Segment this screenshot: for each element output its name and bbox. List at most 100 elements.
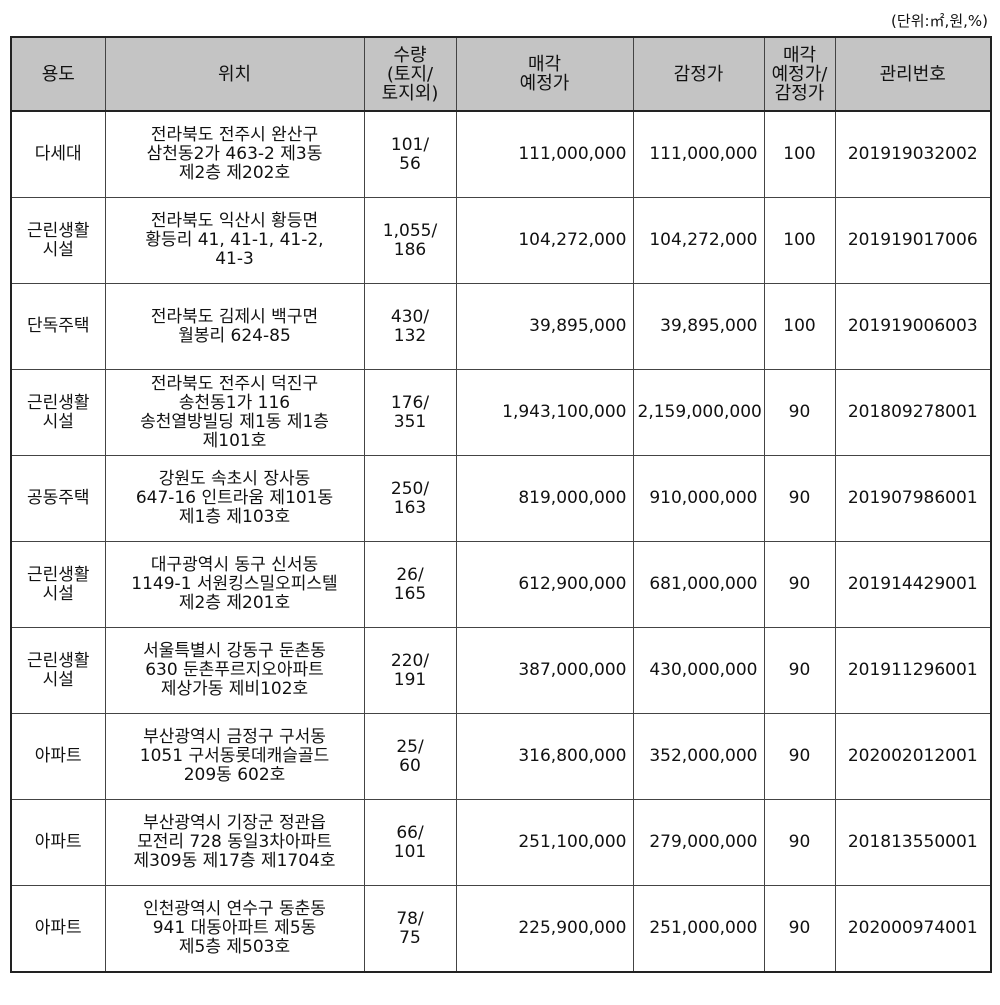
location-cell-line: 941 대동아파트 제5동 — [152, 918, 317, 938]
sale-price-cell: 111,000,000 — [455, 110, 634, 198]
header-ratio: 매각 예정가/감정가 — [763, 36, 836, 112]
management-number-cell: 201919032002 — [834, 110, 992, 198]
ratio-cell: 100 — [763, 197, 836, 284]
location-cell-line: 전라북도 전주시 완산구 — [150, 125, 319, 145]
location-cell-line: 제309동 제17층 제1704호 — [133, 851, 336, 871]
quantity-cell-line: 163 — [393, 497, 427, 518]
use-cell: 단독주택 — [10, 283, 106, 370]
use-cell-line: 시설 — [42, 411, 74, 432]
sale-price-cell: 316,800,000 — [455, 713, 634, 800]
location-cell-line: 황등리 41, 41-1, 41-2, — [145, 230, 324, 250]
location-cell: 전라북도 전주시 완산구 삼천동2가 463-2 제3동 제2층 제202호 — [104, 110, 365, 198]
location-cell: 전라북도 익산시 황등면 황등리 41, 41-1, 41-2, 41-3 — [104, 197, 365, 284]
table-row: 근린생활 시설 대구광역시 동구 신서동 1149-1 서원킹스밀오피스텔 제2층 제2… — [10, 541, 992, 628]
quantity-cell: 176/351 — [363, 369, 457, 456]
management-number-cell: 201919006003 — [834, 283, 992, 370]
quantity-cell: 430/132 — [363, 283, 457, 370]
quantity-cell-line: 220/ — [390, 650, 430, 671]
location-cell-line: 630 둔촌푸르지오아파트 — [145, 660, 324, 680]
use-cell-line: 근린생활 — [26, 392, 90, 413]
property-table: 용도 위치 수량 (토지/토지외) 매각 예정가 감정가 매각 예정가/감정가 관리번호 다세대 전… — [10, 36, 992, 973]
use-cell-line: 시설 — [42, 583, 74, 604]
location-cell-line: 부산광역시 금정구 구서동 — [143, 727, 326, 747]
use-cell-line: 다세대 — [34, 144, 82, 164]
use-cell: 근린생활 시설 — [10, 197, 106, 284]
management-number-cell: 202000974001 — [834, 885, 992, 973]
location-cell-line: 전라북도 익산시 황등면 — [150, 211, 319, 231]
header-location: 위치 — [104, 36, 365, 112]
header-line: 예정가/ — [771, 63, 828, 85]
sale-price-cell: 225,900,000 — [455, 885, 634, 973]
quantity-cell: 1,055/186 — [363, 197, 457, 284]
location-cell-line: 제2층 제201호 — [178, 593, 291, 613]
appraisal-cell: 430,000,000 — [632, 627, 765, 714]
management-number-cell: 201813550001 — [834, 799, 992, 886]
location-cell-line: 부산광역시 기장군 정관읍 — [143, 813, 326, 833]
ratio-cell: 90 — [763, 713, 836, 800]
ratio-cell: 90 — [763, 885, 836, 973]
use-cell-line: 공동주택 — [26, 488, 90, 508]
location-cell: 전라북도 전주시 덕진구 송천동1가 116 송천열방빌딩 제1동 제1층 제101호 — [104, 369, 365, 456]
location-cell-line: 전라북도 전주시 덕진구 — [150, 373, 319, 394]
appraisal-cell: 352,000,000 — [632, 713, 765, 800]
location-cell-line: 대구광역시 동구 신서동 — [150, 555, 319, 575]
sale-price-cell: 819,000,000 — [455, 455, 634, 542]
quantity-cell-line: 78/ — [396, 908, 424, 929]
management-number-cell: 201809278001 — [834, 369, 992, 456]
use-cell-line: 단독주택 — [26, 316, 90, 336]
quantity-cell-line: 101/ — [390, 134, 430, 155]
quantity-cell-line: 1,055/ — [382, 220, 438, 241]
table-row: 근린생활 시설 서울특별시 강동구 둔촌동 630 둔촌푸르지오아파트 제상가동 제비1… — [10, 627, 992, 714]
ratio-cell: 100 — [763, 283, 836, 370]
appraisal-cell: 251,000,000 — [632, 885, 765, 973]
header-line: 매각 — [527, 54, 562, 75]
header-sale-price: 매각 예정가 — [455, 36, 634, 112]
location-cell-line: 월봉리 624-85 — [178, 325, 291, 346]
header-row: 용도 위치 수량 (토지/토지외) 매각 예정가 감정가 매각 예정가/감정가 관리번호 — [10, 36, 992, 112]
quantity-cell-line: 75 — [399, 927, 421, 948]
location-cell-line: 제101호 — [202, 430, 267, 451]
sale-price-cell: 1,943,100,000 — [455, 369, 634, 456]
appraisal-cell: 111,000,000 — [632, 110, 765, 198]
sale-price-cell: 39,895,000 — [455, 283, 634, 370]
table-row: 단독주택 전라북도 김제시 백구면 월봉리 624-85 430/132 39,895,… — [10, 283, 992, 370]
location-cell: 부산광역시 금정구 구서동 1051 구서동롯데캐슬골드 209동 602호 — [104, 713, 365, 800]
table-row: 근린생활 시설 전라북도 익산시 황등면 황등리 41, 41-1, 41-2, 41-… — [10, 197, 992, 284]
management-number-cell: 201907986001 — [834, 455, 992, 542]
quantity-cell-line: 132 — [393, 325, 427, 346]
use-cell: 다세대 — [10, 110, 106, 198]
ratio-cell: 100 — [763, 110, 836, 198]
use-cell: 근린생활 시설 — [10, 627, 106, 714]
use-cell-line: 시설 — [42, 239, 74, 260]
management-number-cell: 201919017006 — [834, 197, 992, 284]
use-cell: 아파트 — [10, 713, 106, 800]
location-cell-line: 제5층 제503호 — [178, 937, 291, 957]
sale-price-cell: 251,100,000 — [455, 799, 634, 886]
location-cell-line: 삼천동2가 463-2 제3동 — [146, 144, 323, 164]
location-cell: 전라북도 김제시 백구면 월봉리 624-85 — [104, 283, 365, 370]
appraisal-cell: 681,000,000 — [632, 541, 765, 628]
quantity-cell-line: 351 — [393, 411, 427, 432]
quantity-cell-line: 66/ — [396, 822, 424, 843]
table-row: 다세대 전라북도 전주시 완산구 삼천동2가 463-2 제3동 제2층 제202호 1… — [10, 110, 992, 198]
quantity-cell-line: 430/ — [390, 306, 430, 327]
location-cell: 부산광역시 기장군 정관읍 모전리 728 동일3차아파트 제309동 제17층 제… — [104, 799, 365, 886]
quantity-cell-line: 101 — [393, 841, 427, 862]
quantity-cell-line: 56 — [399, 153, 421, 174]
sale-price-cell: 387,000,000 — [455, 627, 634, 714]
ratio-cell: 90 — [763, 627, 836, 714]
quantity-cell-line: 165 — [393, 583, 427, 604]
appraisal-cell: 2,159,000,000 — [632, 369, 765, 456]
header-use: 용도 — [10, 36, 106, 112]
location-cell-line: 1051 구서동롯데캐슬골드 — [139, 746, 330, 766]
quantity-cell-line: 176/ — [390, 392, 430, 413]
location-cell-line: 제1층 제103호 — [178, 507, 291, 527]
use-cell-line: 근린생활 — [26, 650, 90, 671]
header-management-number: 관리번호 — [834, 36, 992, 112]
table-row: 아파트 인천광역시 연수구 동춘동 941 대동아파트 제5동 제5층 제503호 78… — [10, 885, 992, 973]
location-cell-line: 모전리 728 동일3차아파트 — [137, 832, 332, 852]
use-cell: 근린생활 시설 — [10, 541, 106, 628]
header-line: 예정가 — [519, 73, 570, 94]
quantity-cell: 101/56 — [363, 110, 457, 198]
use-cell-line: 아파트 — [34, 832, 82, 852]
